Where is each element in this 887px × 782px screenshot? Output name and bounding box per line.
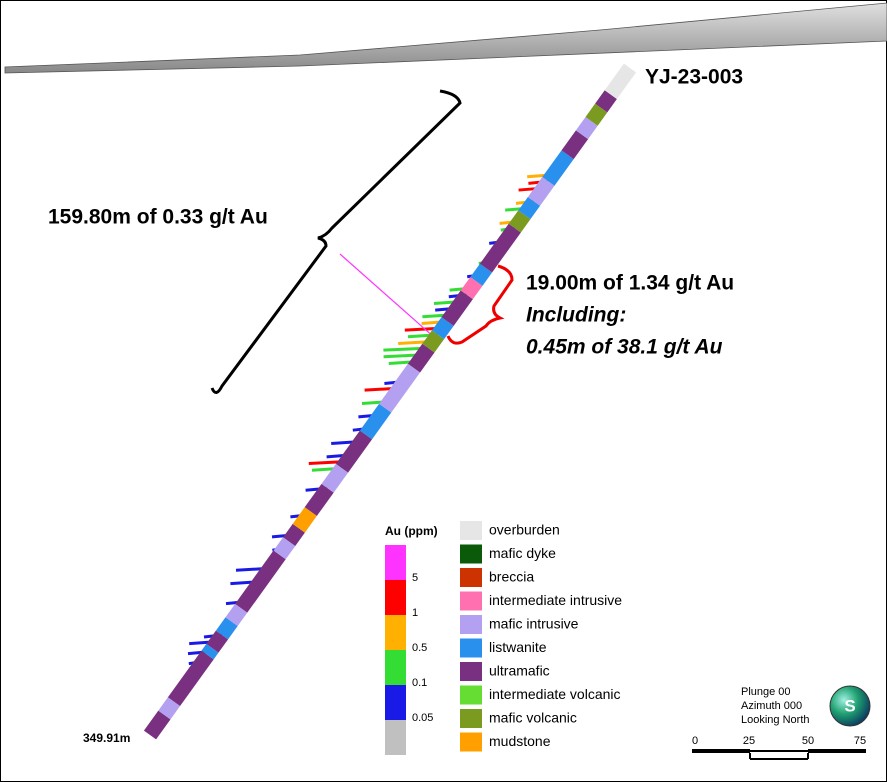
hole-segment (235, 550, 286, 613)
hole-segment (283, 523, 305, 546)
lithology-legend: overburden mafic dyke breccia intermediate … (460, 521, 622, 752)
assay-bar (339, 253, 434, 337)
au-legend-title: Au (ppm) (385, 524, 438, 538)
hole-segment (201, 643, 219, 660)
high-grade-label: 0.45m of 38.1 g/t Au (526, 336, 723, 359)
lithology-swatch (460, 615, 482, 634)
lithology-label: ultramafic (489, 663, 550, 679)
au-threshold: 1 (412, 607, 418, 619)
lithology-label: mafic intrusive (489, 616, 579, 632)
au-swatch (385, 545, 406, 580)
hole-segment (479, 223, 521, 273)
hole-segment (215, 617, 238, 640)
hole-segment (431, 317, 454, 340)
scale-tick-label: 50 (802, 735, 814, 747)
lithology-swatch (460, 732, 482, 752)
lithology-swatch (460, 638, 482, 658)
hole-segment (335, 430, 373, 473)
hole-segment (273, 537, 296, 560)
sub-interval-bracket (446, 264, 514, 345)
hole-segment (359, 403, 392, 440)
au-swatch (385, 685, 406, 720)
lithology-label: breccia (489, 569, 534, 585)
lithology-swatch (460, 591, 482, 611)
sub-interval-label: 19.00m of 1.34 g/t Au (526, 272, 734, 295)
hole-segment (575, 116, 598, 140)
hole-segment (167, 650, 214, 707)
hole-segment (542, 150, 574, 186)
au-swatch (385, 580, 406, 615)
lithology-label: overburden (489, 522, 560, 538)
including-label: Including: (526, 304, 626, 327)
lithology-swatch (460, 662, 482, 681)
hole-segment (379, 363, 421, 413)
hole-segment (407, 343, 435, 373)
scale-ticks: 0 25 50 75 (692, 735, 866, 747)
hole-segment (460, 277, 483, 300)
au-threshold: 0.05 (412, 712, 433, 724)
lithology-label: mudstone (489, 733, 551, 749)
hole-name: YJ-23-003 (645, 66, 743, 89)
hole-segment (595, 90, 617, 113)
hole-segment (321, 463, 349, 493)
lithology-swatch (460, 568, 482, 587)
lithology-swatch (460, 544, 482, 564)
lithology-swatch (460, 709, 482, 728)
scale-bar (692, 749, 866, 760)
interval-bracket (210, 89, 462, 394)
hole-segment (561, 130, 589, 160)
lithology-swatch (460, 685, 482, 705)
scale-tick-label: 75 (854, 735, 866, 747)
hole-segment (585, 103, 608, 126)
au-swatch (385, 720, 406, 755)
hole-segment (292, 507, 317, 533)
lithology-label: intermediate intrusive (489, 592, 622, 608)
hole-segment (158, 697, 181, 720)
drill-hole (143, 63, 637, 740)
depth-label: 349.91m (83, 731, 130, 745)
hole-segment (508, 210, 531, 233)
au-threshold: 0.5 (412, 642, 427, 654)
looking: Looking North (741, 714, 810, 726)
hole-segment (422, 330, 445, 353)
hole-segment (304, 483, 334, 516)
hole-segment (143, 710, 171, 740)
lithology-label: mafic volcanic (489, 710, 577, 726)
hole-segment (604, 63, 637, 100)
lithology-swatch (460, 521, 482, 540)
lithology-label: listwanite (489, 639, 547, 655)
hole-segment (441, 290, 473, 326)
compass-ball (829, 685, 871, 727)
hole-segment (470, 263, 493, 286)
lithology-label: mafic dyke (489, 545, 556, 561)
lithology-label: intermediate volcanic (489, 686, 621, 702)
au-threshold: 0.1 (412, 677, 427, 689)
plunge: Plunge 00 (741, 686, 791, 698)
azimuth: Azimuth 000 (741, 700, 802, 712)
hole-segment (527, 177, 555, 206)
hole-segment (225, 603, 248, 626)
scale-tick-label: 25 (743, 735, 755, 747)
hole-segment (206, 630, 229, 653)
interval-label: 159.80m of 0.33 g/t Au (48, 206, 268, 229)
scale-tick-label: 0 (692, 735, 698, 747)
compass-letter: S (844, 696, 855, 715)
topography (4, 2, 887, 74)
hole-segment (518, 197, 541, 220)
au-swatch (385, 615, 406, 650)
au-threshold: 5 (412, 572, 418, 584)
au-swatch (385, 650, 406, 685)
au-legend: 5 1 0.5 0.1 0.05 (385, 545, 433, 755)
